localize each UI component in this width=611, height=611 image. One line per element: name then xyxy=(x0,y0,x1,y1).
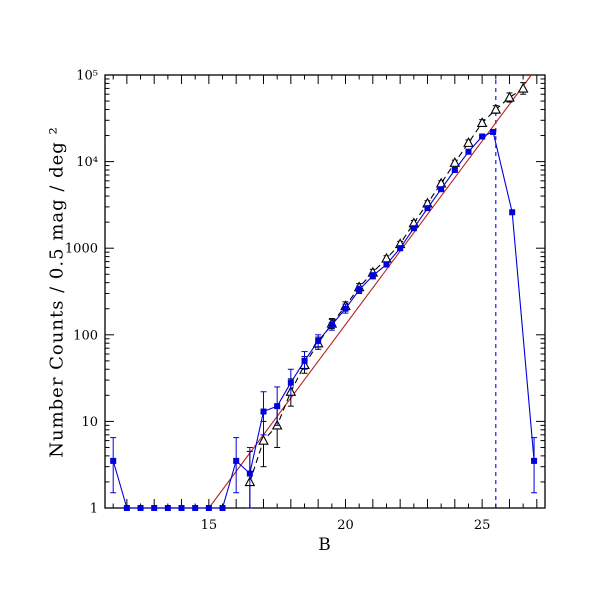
triangle-marker xyxy=(476,117,488,128)
triangle-marker xyxy=(517,82,529,93)
y-axis-label: Number Counts / 0.5 mag / deg ² xyxy=(46,126,68,458)
series-blue-square-counts xyxy=(110,128,538,511)
square-marker xyxy=(233,457,240,464)
square-marker xyxy=(369,272,376,279)
square-marker xyxy=(205,505,212,511)
square-marker xyxy=(274,403,281,410)
square-marker xyxy=(479,133,486,140)
square-marker xyxy=(110,457,117,464)
square-marker xyxy=(178,505,185,511)
square-marker xyxy=(164,505,171,511)
y-tick-label: 10⁵ xyxy=(76,69,98,84)
square-marker xyxy=(424,205,431,212)
x-tick-label: 20 xyxy=(337,518,354,533)
series-open-triangle-counts xyxy=(244,82,529,509)
x-tick-label: 25 xyxy=(474,518,491,533)
triangle-marker xyxy=(258,434,269,445)
square-marker xyxy=(123,505,130,511)
y-tick-label: 10⁴ xyxy=(76,155,98,170)
square-marker xyxy=(465,148,472,155)
square-marker xyxy=(301,357,308,364)
square-marker xyxy=(246,470,253,477)
square-marker xyxy=(490,128,497,135)
plot-frame xyxy=(104,74,546,509)
square-marker xyxy=(219,505,226,511)
square-marker xyxy=(137,505,144,511)
y-tick-label: 1 xyxy=(90,502,98,517)
square-marker xyxy=(192,505,199,511)
y-tick-label: 100 xyxy=(73,328,98,343)
triangle-marker xyxy=(504,91,515,102)
square-marker xyxy=(397,245,404,252)
triangle-marker xyxy=(463,137,474,147)
y-ticks: 1 10 100 1000 10⁴ 10⁵ xyxy=(65,69,545,517)
y-tick-label: 10 xyxy=(81,415,98,430)
square-marker xyxy=(451,166,458,173)
square-marker xyxy=(531,457,538,464)
square-marker xyxy=(342,305,349,312)
square-marker xyxy=(151,505,158,511)
square-marker xyxy=(287,379,294,386)
square-marker xyxy=(509,209,516,216)
x-ticks: 15 20 25 xyxy=(112,75,538,533)
square-marker xyxy=(328,321,335,328)
triangle-marker xyxy=(435,177,447,188)
square-marker xyxy=(410,225,417,232)
square-marker xyxy=(260,408,267,415)
y-tick-label: 1000 xyxy=(65,242,98,257)
series-power-law-fit xyxy=(208,74,532,509)
x-tick-label: 15 xyxy=(201,518,218,533)
square-marker xyxy=(383,261,390,268)
square-marker xyxy=(438,186,445,193)
triangle-marker xyxy=(490,103,502,114)
triangle-marker xyxy=(449,156,461,167)
square-marker xyxy=(315,337,322,344)
square-marker xyxy=(356,286,363,293)
x-axis-label: B xyxy=(318,535,332,555)
